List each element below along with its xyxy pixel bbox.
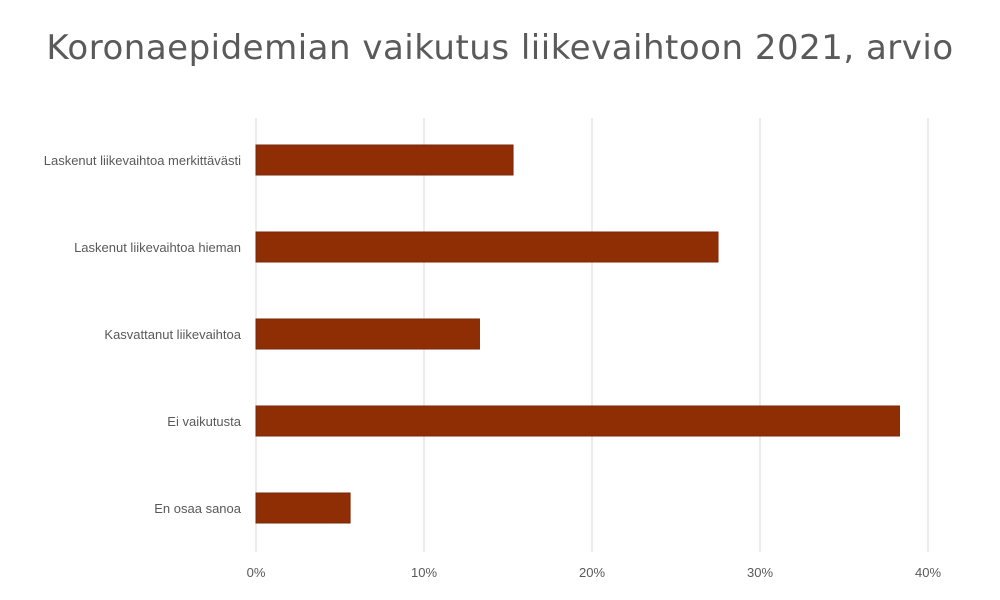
x-tick-label: 10% xyxy=(411,565,437,580)
x-tick-label: 30% xyxy=(747,565,773,580)
category-label: Kasvattanut liikevaihtoa xyxy=(104,327,241,342)
bars xyxy=(255,144,900,524)
category-label: Ei vaikutusta xyxy=(167,414,241,429)
chart-title: Koronaepidemian vaikutus liikevaihtoon 2… xyxy=(46,28,954,68)
bar xyxy=(255,231,719,263)
x-tick-labels: 0% 10% 20% 30% 40% xyxy=(247,565,942,580)
x-tick-label: 20% xyxy=(579,565,605,580)
x-tick-label: 40% xyxy=(915,565,941,580)
category-label: En osaa sanoa xyxy=(154,501,242,516)
category-labels: Laskenut liikevaihtoa merkittävästi Laske… xyxy=(44,153,242,516)
bar xyxy=(255,318,480,350)
x-tick-label: 0% xyxy=(247,565,266,580)
bar xyxy=(255,144,514,176)
bar xyxy=(255,492,351,524)
category-label: Laskenut liikevaihtoa merkittävästi xyxy=(44,153,241,168)
category-label: Laskenut liikevaihtoa hieman xyxy=(74,240,241,255)
bar xyxy=(255,405,900,437)
